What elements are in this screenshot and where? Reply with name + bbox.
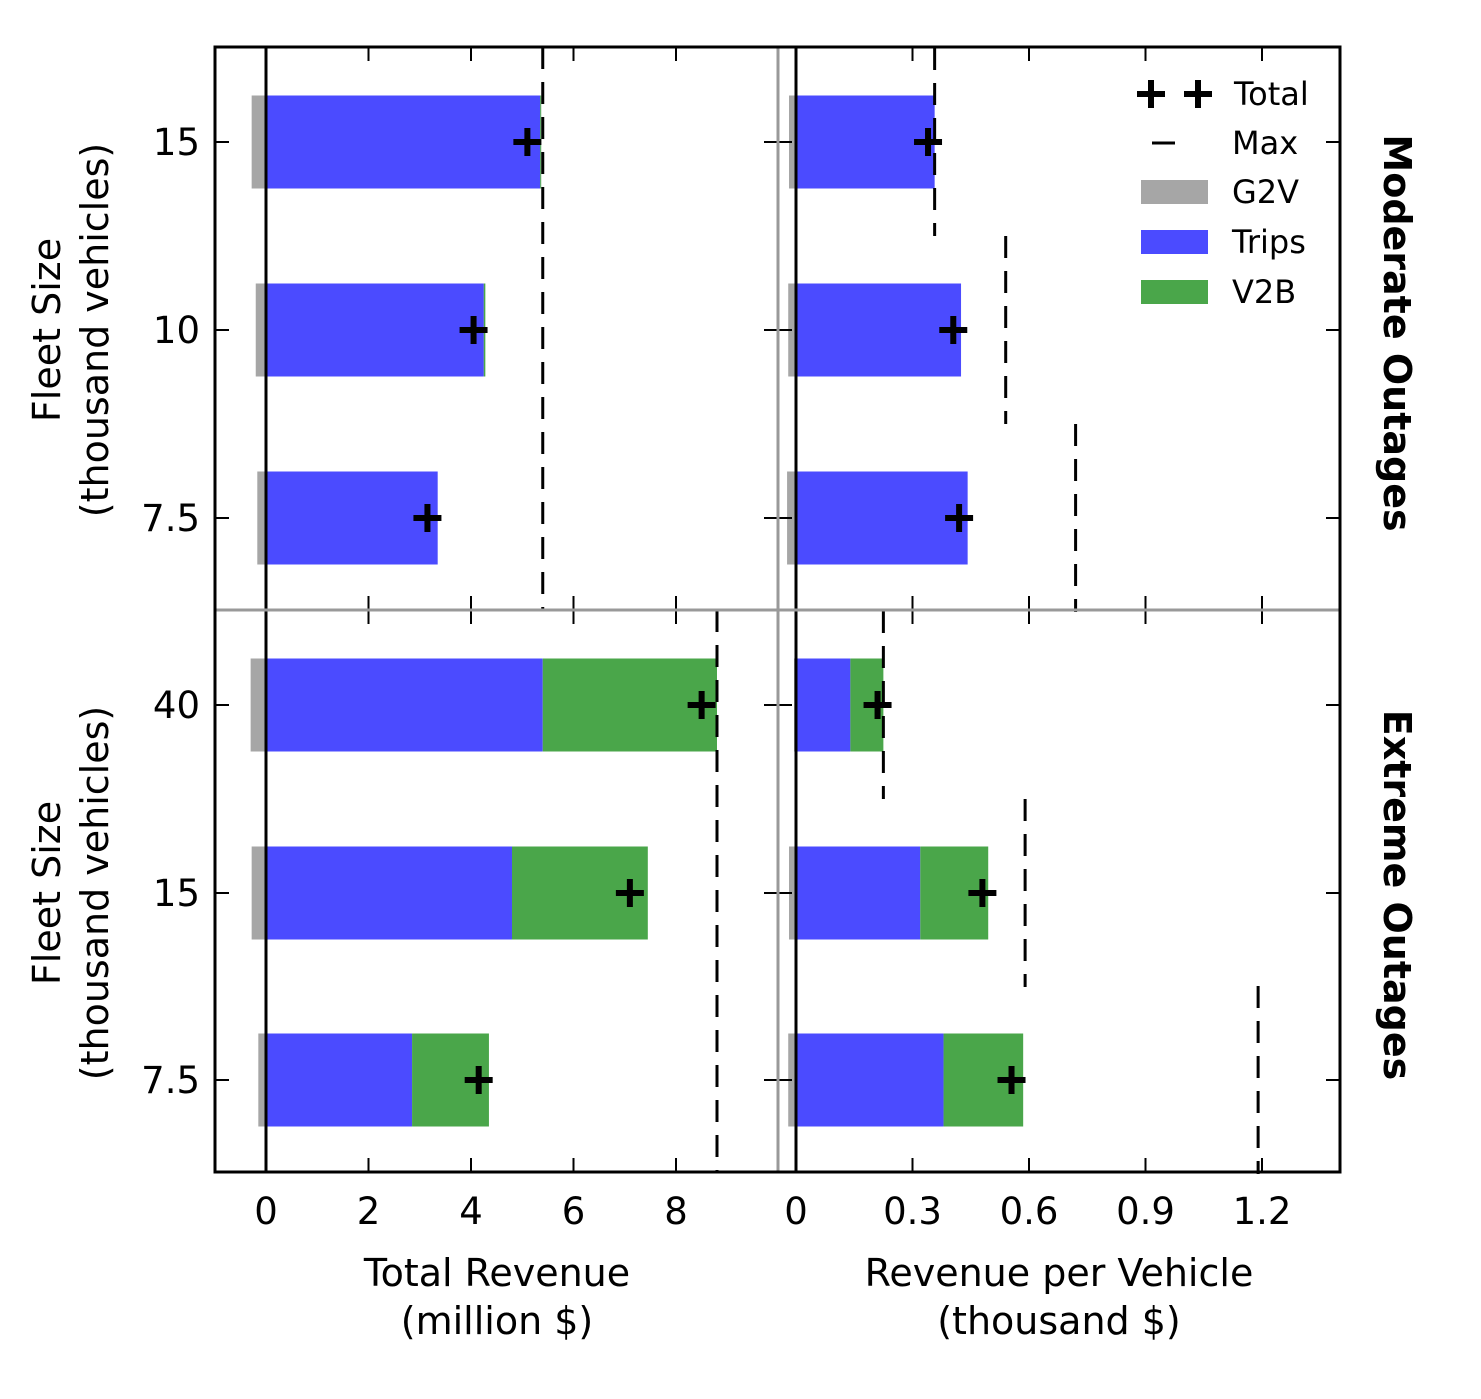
legend-v2b-label: V2B [1232,273,1296,311]
bar-g2v-10 [255,283,266,377]
bar-trips-15 [266,846,512,940]
x-tick-label: 0.3 [883,1190,942,1233]
x-axis-title-left-line1: Total Revenue [363,1251,630,1295]
x-tick-label: 1.2 [1233,1190,1292,1233]
bar-trips-7_5 [796,1033,944,1127]
bar-g2v-7_5 [257,471,266,565]
bar-g2v-40 [250,658,266,752]
bar-g2v-7_5 [788,1033,796,1127]
total-marker-7_5 [997,1066,1026,1094]
y-tick-label: 15 [153,121,200,164]
total-marker-15 [615,879,644,907]
bar-trips-40 [266,658,543,752]
x-tick-label: 2 [357,1190,381,1233]
bar-trips-10 [266,283,484,377]
bar-g2v-15 [789,95,796,189]
y-axis-title-bottom-line1: Fleet Size [25,801,69,985]
x-tick-label: 0 [254,1190,278,1233]
x-axis-title-right-line2: (thousand $) [937,1299,1181,1343]
x-tick-label: 0.6 [1000,1190,1059,1233]
x-tick-label: 6 [562,1190,586,1233]
total-marker-10 [459,316,488,344]
total-marker-15 [968,879,997,907]
bar-g2v-7_5 [258,1033,266,1127]
bar-g2v-15 [251,846,266,940]
x-tick-label: 0.9 [1116,1190,1175,1233]
y-tick-label: 7.5 [141,497,200,540]
legend-total-marker [1137,80,1212,108]
legend-trips-label: Trips [1231,223,1306,261]
total-marker-7_5 [413,504,442,532]
row-title-extreme: Extreme Outages [1375,710,1419,1081]
panel-moderate-revenue-per-vehicle [778,47,1340,612]
bar-g2v-15 [789,846,796,940]
x-tick-label: 0 [784,1190,808,1233]
total-marker-7_5 [945,504,974,532]
x-tick-label: 8 [664,1190,688,1233]
total-marker-40 [863,691,892,719]
y-axis-title-bottom-line2: (thousand vehicles) [73,706,117,1080]
total-marker-10 [939,316,968,344]
panel-extreme-total-revenue: 40 15 7.5 0 2 4 6 8 [141,610,778,1233]
panel-extreme-revenue-per-vehicle: 0 0.3 0.6 0.9 1.2 [778,610,1340,1233]
bar-trips-15 [796,95,935,189]
bar-g2v-15 [251,95,266,189]
y-axis-title-top-line2: (thousand vehicles) [73,143,117,517]
y-tick-label: 40 [153,684,200,727]
bar-trips-7_5 [266,1033,413,1127]
legend-g2v-label: G2V [1232,173,1299,211]
bar-trips-15 [796,846,921,940]
panel-moderate-total-revenue: 15 10 7.5 [141,47,778,610]
bar-g2v-10 [788,283,796,377]
bar-trips-40 [796,658,851,752]
bar-trips-7_5 [796,471,968,565]
y-tick-label: 7.5 [141,1059,200,1102]
y-tick-label: 15 [153,872,200,915]
bar-trips-10 [796,283,962,377]
total-marker-15 [914,128,943,156]
legend-g2v-swatch [1141,180,1208,204]
legend-trips-swatch [1141,230,1208,254]
bar-trips-7_5 [266,471,438,565]
row-title-moderate: Moderate Outages [1375,134,1419,531]
total-marker-15 [513,128,542,156]
bar-trips-15 [266,95,541,189]
x-axis-title-right-line1: Revenue per Vehicle [865,1251,1254,1295]
legend: Total Max G2V Trips V2B [1137,75,1309,311]
legend-max-label: Max [1232,124,1298,162]
legend-total-label: Total [1233,75,1309,113]
y-axis-title-top-line1: Fleet Size [25,238,69,422]
total-marker-40 [687,691,716,719]
legend-v2b-swatch [1141,280,1208,304]
plot-frame [213,45,1342,1174]
x-tick-label: 4 [459,1190,483,1233]
x-axis-title-left-line2: (million $) [401,1299,594,1343]
y-tick-label: 10 [153,309,200,352]
total-marker-7_5 [464,1066,493,1094]
